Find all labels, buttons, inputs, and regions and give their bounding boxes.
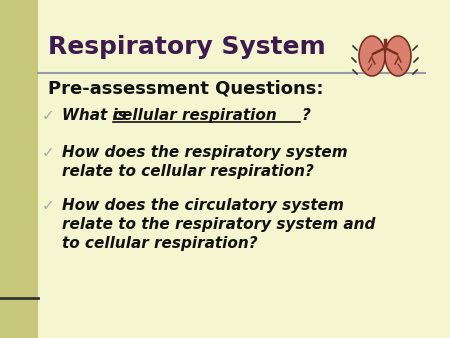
Text: Pre-assessment Questions:: Pre-assessment Questions:	[48, 80, 324, 98]
Text: ✓: ✓	[42, 145, 55, 160]
Text: How does the circulatory system
relate to the respiratory system and
to cellular: How does the circulatory system relate t…	[62, 198, 375, 251]
Text: ?: ?	[301, 108, 310, 123]
Text: Respiratory System: Respiratory System	[48, 35, 326, 59]
Text: ✓: ✓	[42, 108, 55, 123]
Ellipse shape	[385, 36, 411, 76]
Text: What is: What is	[62, 108, 132, 123]
Text: ✓: ✓	[42, 198, 55, 213]
Bar	[0, 0, 38, 338]
Text: How does the respiratory system
relate to cellular respiration?: How does the respiratory system relate t…	[62, 145, 347, 179]
Text: cellular respiration: cellular respiration	[113, 108, 277, 123]
Ellipse shape	[359, 36, 385, 76]
